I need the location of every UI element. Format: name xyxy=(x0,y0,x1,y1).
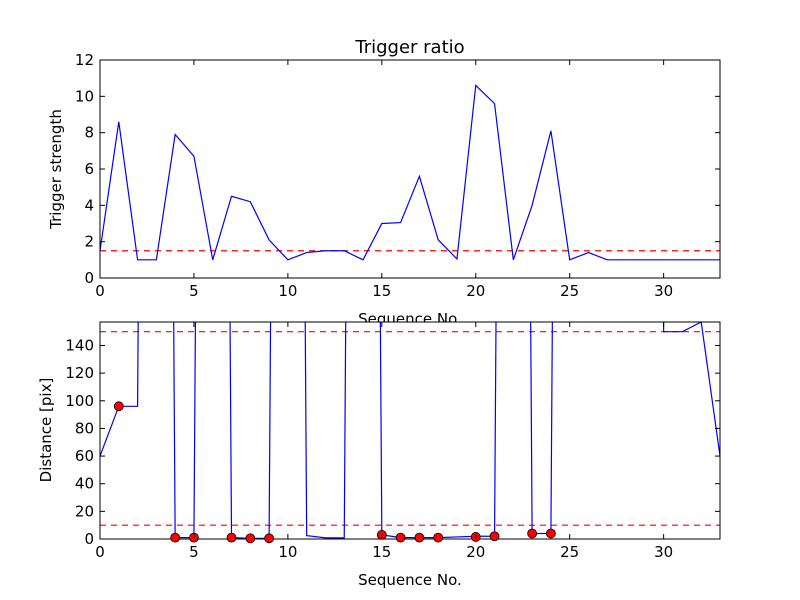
data-marker xyxy=(245,533,256,544)
series-line xyxy=(100,84,720,261)
y-tick-label: 8 xyxy=(84,124,94,142)
y-tick-label: 4 xyxy=(84,196,94,214)
x-tick-label: 20 xyxy=(466,282,485,300)
x-axis-label: Sequence No. xyxy=(358,571,462,589)
plot-background xyxy=(100,322,720,539)
data-marker xyxy=(489,531,500,542)
y-tick-label: 140 xyxy=(65,336,94,354)
x-tick-label: 30 xyxy=(654,282,673,300)
distance-panel: 0 5 10 15 20 25 30 0 20 40 60 80 100 120 140 Sequence … xyxy=(37,321,721,589)
plot-area xyxy=(100,84,720,261)
x-tick-label: 25 xyxy=(560,282,579,300)
y-tick-label: 10 xyxy=(75,87,94,105)
data-marker xyxy=(395,532,406,543)
data-marker xyxy=(546,528,556,539)
y-tick-label: 12 xyxy=(75,51,94,69)
plot-area xyxy=(100,322,720,539)
x-tick-label: 5 xyxy=(189,282,199,300)
y-tick-label: 40 xyxy=(75,475,94,493)
x-tick-label: 30 xyxy=(654,543,673,561)
x-tick-label: 0 xyxy=(95,282,105,300)
y-tick-label: 0 xyxy=(84,269,94,287)
data-marker xyxy=(170,532,181,543)
plot-background xyxy=(100,60,720,278)
data-marker xyxy=(433,532,444,543)
data-marker xyxy=(226,532,237,543)
y-tick-label: 80 xyxy=(75,419,94,437)
marker-layer xyxy=(113,401,556,544)
y-axis-label: Trigger strength xyxy=(47,109,65,230)
y-tick-label: 120 xyxy=(65,364,94,382)
y-tick-label: 20 xyxy=(75,502,94,520)
series-line xyxy=(100,322,720,539)
y-tick-label: 60 xyxy=(75,447,94,465)
x-tick-label: 5 xyxy=(189,543,199,561)
data-marker xyxy=(113,401,124,412)
x-tick-label: 0 xyxy=(95,543,105,561)
data-marker xyxy=(264,533,274,544)
y-tick-label: 6 xyxy=(84,160,94,178)
data-marker xyxy=(527,528,538,539)
axes-frame xyxy=(99,321,721,540)
x-tick-label: 20 xyxy=(466,543,485,561)
x-tick-label: 10 xyxy=(278,282,297,300)
x-tick-label: 10 xyxy=(278,543,297,561)
x-tick-label: 25 xyxy=(560,543,579,561)
x-tick-label: 15 xyxy=(372,543,391,561)
y-axis-label: Distance [pix] xyxy=(37,378,55,483)
x-tick-label: 15 xyxy=(372,282,391,300)
y-tick-label: 100 xyxy=(65,392,94,410)
axis-ticks: 0 5 10 15 20 25 30 0 2 4 6 8 10 12 xyxy=(75,51,720,300)
y-tick-label: 0 xyxy=(84,530,94,548)
axis-ticks: 0 5 10 15 20 25 30 0 20 40 60 80 100 120 140 xyxy=(65,322,720,561)
data-marker xyxy=(414,532,425,543)
y-tick-label: 2 xyxy=(84,233,94,251)
chart-title: Trigger ratio xyxy=(354,37,464,58)
